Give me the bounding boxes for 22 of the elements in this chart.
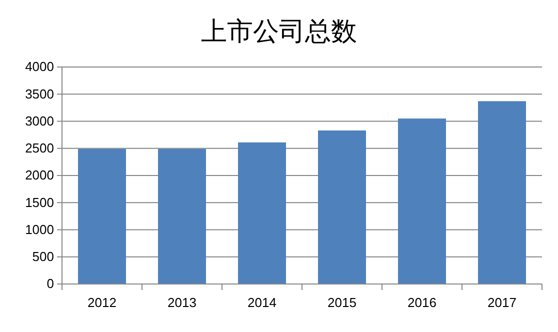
- bar: [478, 101, 526, 284]
- x-tick-label: 2015: [328, 295, 356, 310]
- x-tick-label: 2014: [248, 295, 276, 310]
- chart-title: 上市公司总数: [201, 17, 357, 47]
- y-tick-label: 1500: [25, 194, 54, 210]
- x-tick-label: 2017: [488, 295, 516, 310]
- y-tick-label: 2500: [25, 140, 54, 156]
- y-tick-label: 3500: [25, 86, 54, 102]
- bar: [238, 142, 286, 284]
- bar: [78, 148, 126, 284]
- y-tick-label: 3000: [25, 113, 54, 128]
- y-tick-label: 0: [46, 276, 54, 292]
- y-tick-label: 2000: [25, 168, 54, 183]
- y-tick-label: 4000: [25, 59, 54, 74]
- x-tick-label: 2013: [168, 295, 196, 310]
- x-tick-label: 2012: [88, 295, 116, 310]
- y-tick-label: 1000: [25, 222, 54, 237]
- bar: [158, 148, 206, 284]
- bar: [398, 118, 446, 284]
- bar: [318, 130, 366, 284]
- y-tick-label: 500: [32, 249, 54, 264]
- x-tick-label: 2016: [408, 295, 436, 310]
